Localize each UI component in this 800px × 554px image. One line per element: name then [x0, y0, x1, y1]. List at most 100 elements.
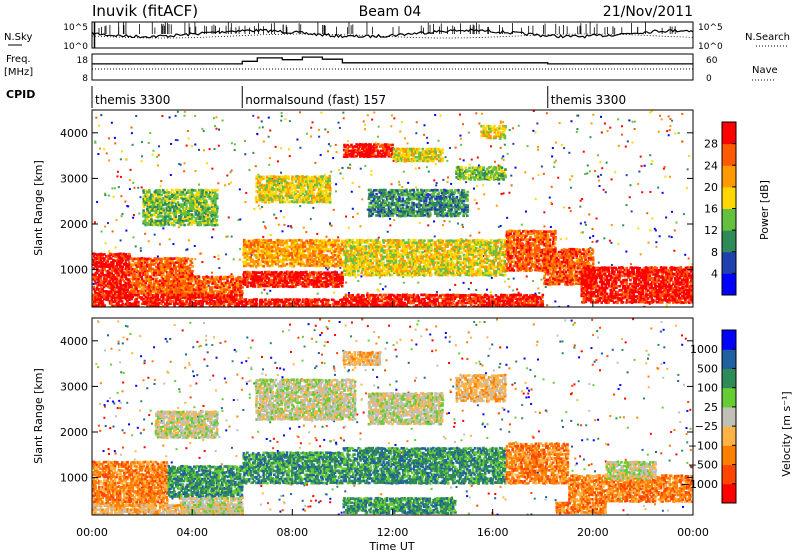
power-echo-cell — [144, 289, 148, 293]
power-echo-cell — [223, 292, 226, 295]
power-echo-cell — [430, 273, 433, 276]
power-echo-cell — [201, 282, 205, 285]
power-echo-cell — [455, 243, 459, 246]
power-speckle — [617, 242, 620, 245]
power-speckle — [158, 145, 161, 148]
power-echo-cell — [115, 295, 119, 299]
power-speckle — [443, 220, 446, 223]
power-echo-cell — [93, 279, 97, 283]
power-echo-cell — [402, 261, 405, 265]
power-echo-cell — [174, 296, 178, 300]
power-echo-cell — [376, 241, 380, 244]
power-echo-cell — [338, 255, 342, 259]
power-echo-cell — [164, 259, 167, 262]
power-echo-cell — [439, 261, 442, 265]
power-echo-cell — [364, 253, 367, 256]
power-echo-cell — [414, 261, 418, 265]
power-echo-cell — [212, 278, 215, 281]
power-echo-cell — [244, 298, 248, 301]
power-echo-cell — [298, 238, 301, 242]
power-echo-cell — [417, 259, 421, 263]
power-echo-cell — [380, 261, 383, 265]
power-speckle — [316, 292, 319, 295]
power-echo-cell — [455, 257, 458, 260]
power-echo-cell — [253, 282, 256, 286]
power-echo-cell — [414, 272, 417, 275]
power-echo-cell — [108, 273, 111, 276]
power-echo-cell — [166, 259, 169, 262]
power-echo-cell — [173, 293, 176, 297]
power-echo-cell — [339, 261, 342, 265]
power-echo-cell — [262, 243, 265, 247]
power-speckle — [305, 231, 308, 234]
power-echo-cell — [182, 304, 185, 307]
power-echo-cell — [258, 255, 262, 259]
power-speckle — [650, 163, 653, 166]
power-echo-cell — [160, 284, 163, 287]
power-echo-cell — [144, 285, 148, 289]
power-echo-cell — [205, 288, 208, 291]
power-echo-cell — [306, 304, 310, 307]
power-echo-cell — [360, 267, 364, 270]
power-echo-cell — [129, 295, 133, 299]
power-speckle — [161, 115, 164, 118]
power-echo-cell — [224, 290, 228, 293]
power-echo-cell — [171, 291, 175, 295]
power-echo-cell — [183, 261, 186, 265]
power-echo-cell — [213, 293, 217, 297]
power-echo-cell — [171, 259, 174, 263]
power-echo-cell — [307, 300, 310, 304]
power-echo-cell — [376, 259, 380, 263]
power-echo-cell — [130, 283, 133, 287]
power-speckle — [268, 163, 271, 166]
power-echo-cell — [186, 297, 190, 301]
power-echo-cell — [398, 259, 402, 263]
power-echo-cell — [432, 257, 435, 260]
power-echo-cell — [301, 271, 305, 274]
power-echo-cell — [185, 267, 188, 271]
power-echo-cell — [473, 261, 477, 265]
power-echo-cell — [170, 288, 174, 291]
power-echo-cell — [267, 258, 271, 261]
power-echo-cell — [247, 249, 251, 253]
power-echo-cell — [325, 254, 328, 257]
power-echo-cell — [409, 273, 413, 277]
power-echo-cell — [247, 239, 251, 243]
power-echo-cell — [412, 259, 416, 262]
power-echo-cell — [178, 288, 181, 292]
power-echo-cell — [153, 300, 156, 303]
power-echo-cell — [285, 285, 289, 288]
power-echo-cell — [169, 267, 173, 271]
power-echo-cell — [153, 290, 156, 293]
power-echo-cell — [425, 247, 429, 250]
power-echo-cell — [444, 253, 448, 257]
power-echo-cell — [173, 295, 176, 299]
power-echo-cell — [108, 275, 111, 279]
power-echo-cell — [411, 265, 414, 269]
power-echo-cell — [423, 246, 427, 250]
power-echo-cell — [335, 304, 339, 307]
power-echo-cell — [369, 263, 372, 267]
power-echo-cell — [124, 293, 128, 297]
power-echo-cell — [207, 280, 210, 283]
power-echo-cell — [163, 265, 167, 269]
power-echo-cell — [355, 253, 359, 257]
power-echo-cell — [263, 277, 267, 280]
power-echo-cell — [323, 298, 326, 301]
power-speckle — [140, 160, 143, 163]
power-echo-cell — [106, 285, 110, 289]
power-echo-cell — [192, 283, 195, 287]
power-echo-cell — [269, 255, 273, 259]
power-echo-cell — [160, 257, 164, 261]
power-echo-cell — [277, 282, 280, 286]
power-echo-cell — [167, 261, 171, 264]
power-echo-cell — [487, 247, 491, 251]
power-echo-cell — [321, 280, 325, 284]
power-echo-cell — [165, 271, 169, 274]
power-echo-cell — [232, 298, 235, 301]
power-echo-cell — [303, 282, 307, 286]
power-echo-cell — [480, 263, 484, 267]
power-echo-cell — [387, 269, 391, 273]
power-echo-cell — [98, 269, 101, 272]
power-echo-cell — [97, 302, 101, 305]
